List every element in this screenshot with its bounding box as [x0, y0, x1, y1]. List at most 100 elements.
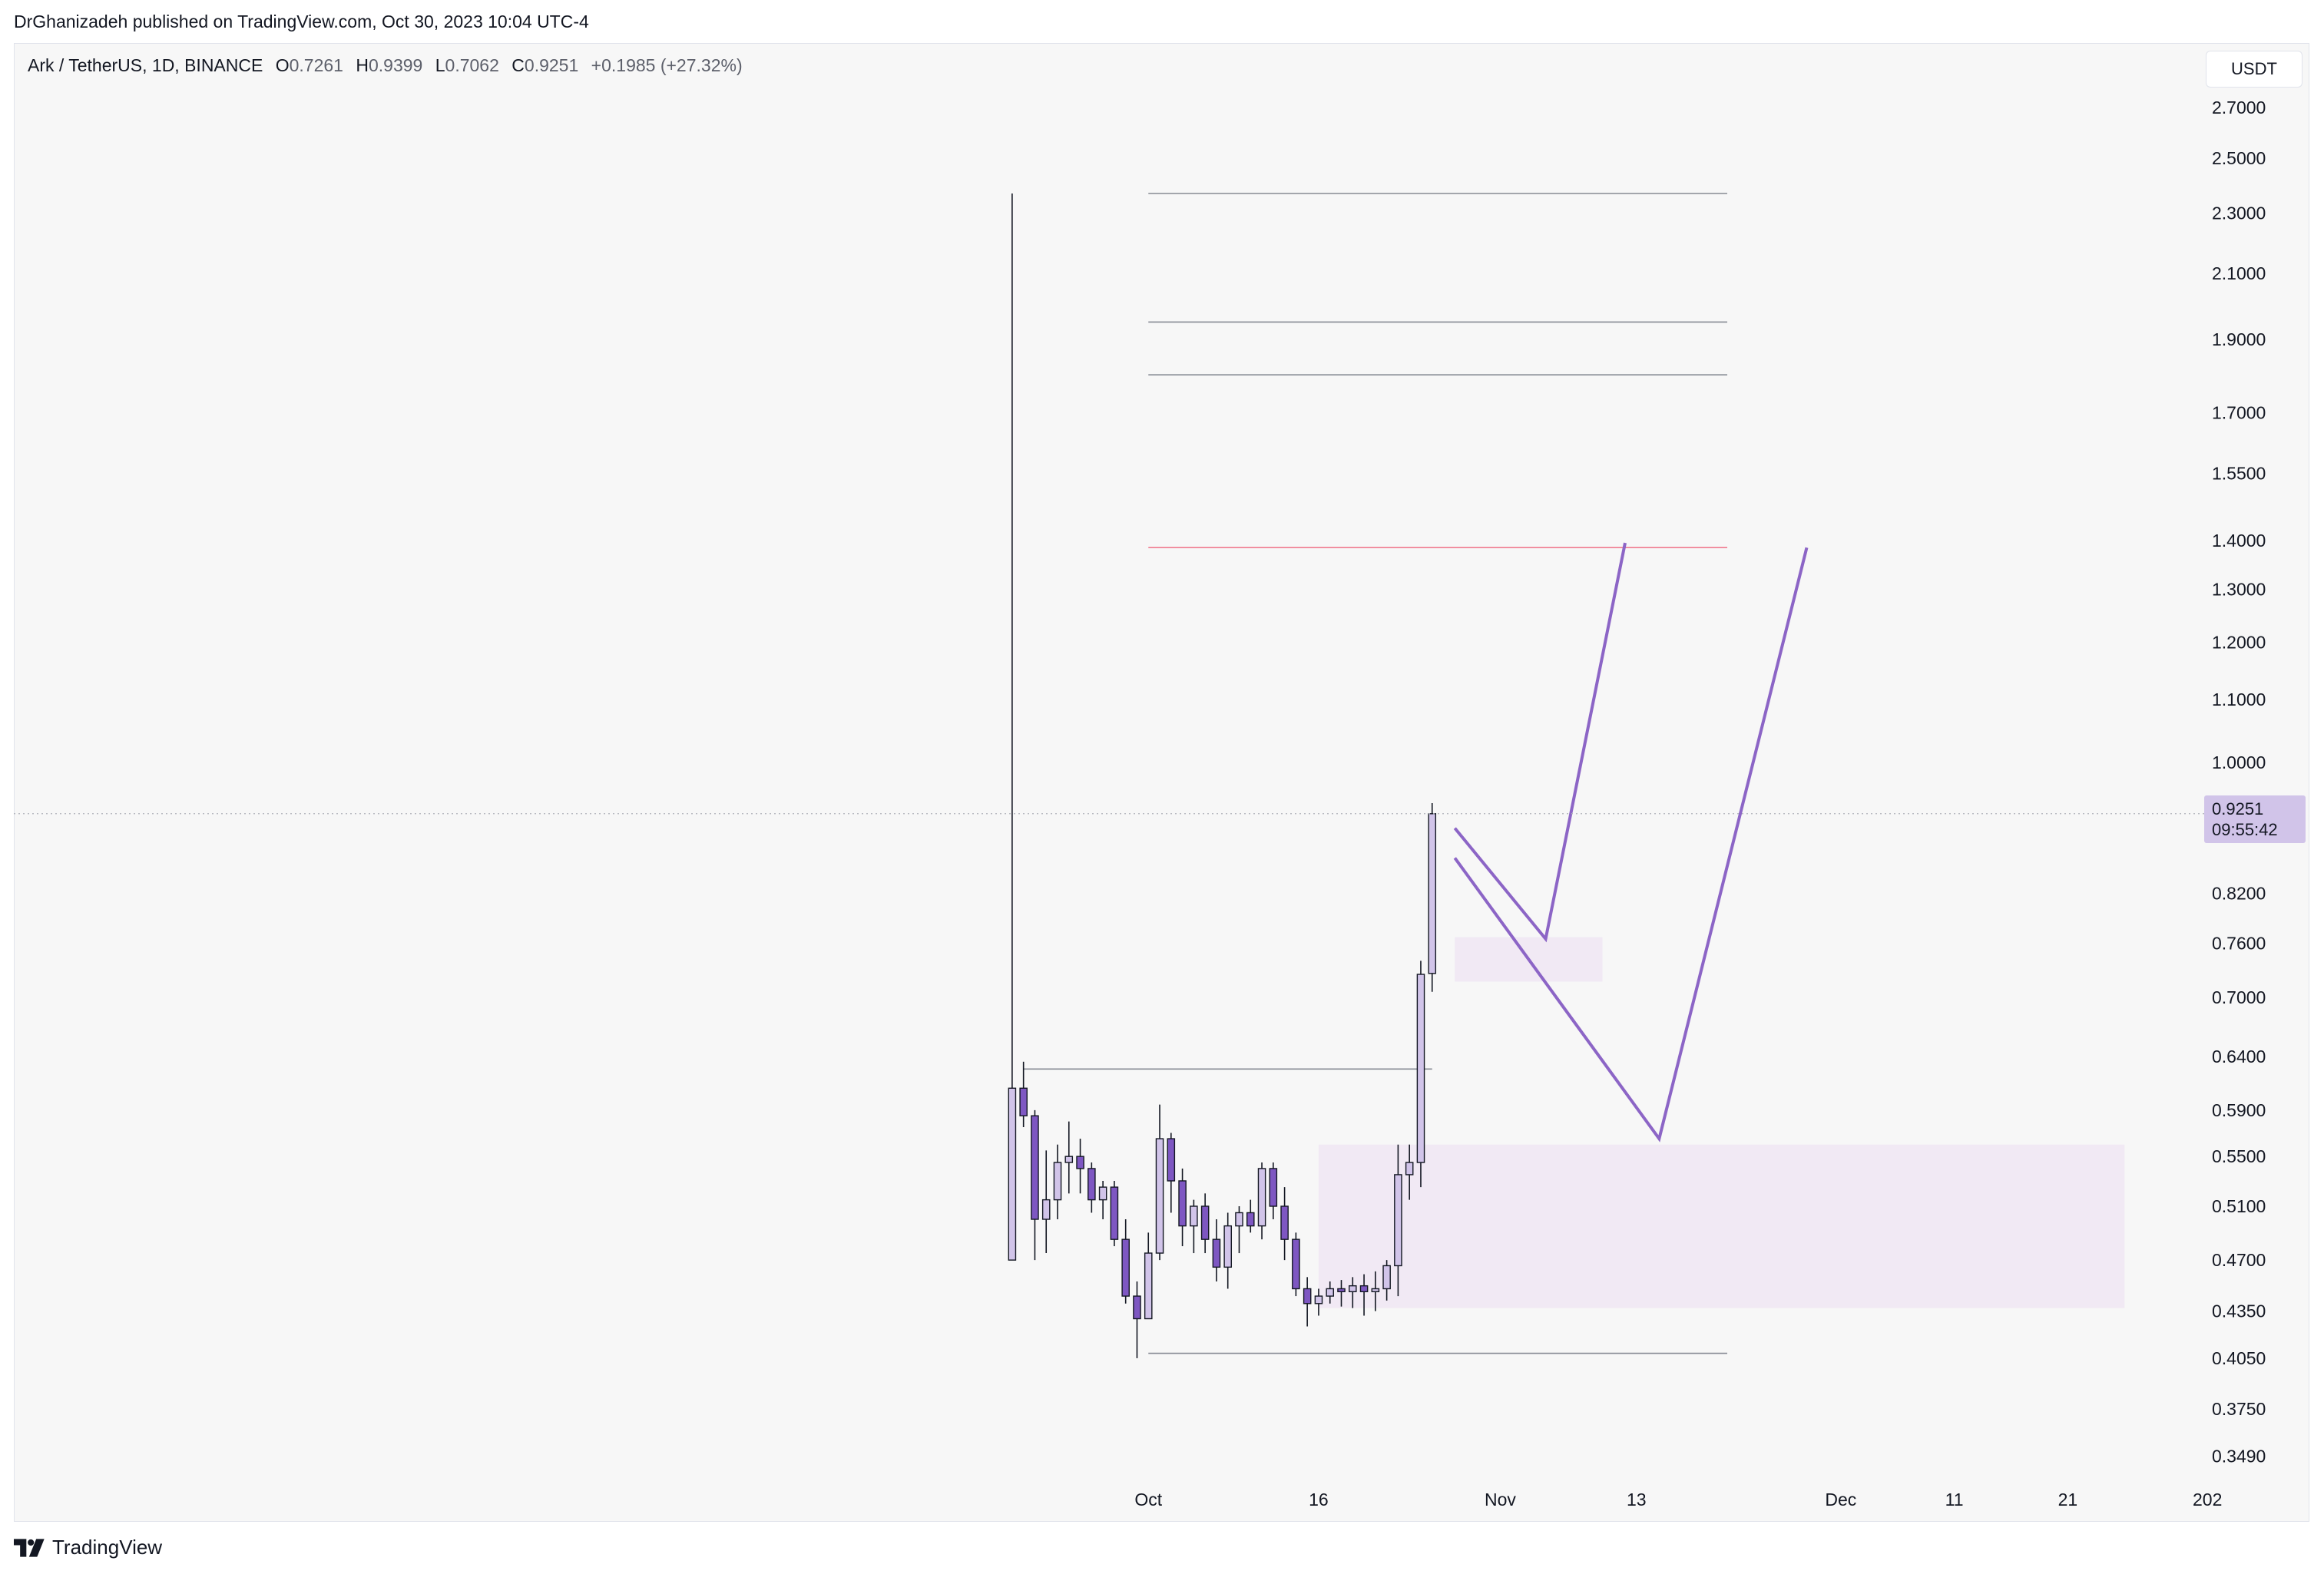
y-tick-label: 0.3490 — [2212, 1447, 2266, 1467]
horizontal-levels — [1023, 193, 1728, 1354]
y-tick-label: 1.7000 — [2212, 402, 2266, 422]
candle-body — [1269, 1168, 1278, 1207]
last-price-value: 0.9251 — [2212, 799, 2264, 818]
y-tick-label: 1.2000 — [2212, 632, 2266, 652]
tradingview-logo[interactable]: TradingView — [14, 1536, 162, 1559]
tradingview-logo-text: TradingView — [52, 1536, 163, 1559]
candle-body — [1098, 1186, 1107, 1201]
open-value: 0.7261 — [289, 55, 343, 75]
candle-body — [1144, 1252, 1153, 1320]
symbol-legend: Ark / TetherUS, 1D, BINANCE O0.7261 H0.9… — [28, 55, 743, 76]
y-tick-label: 1.5500 — [2212, 464, 2266, 484]
candle-35 — [1405, 1144, 1414, 1200]
candles — [1008, 193, 1437, 1358]
candle-6 — [1076, 1139, 1084, 1194]
y-tick-label: 0.6400 — [2212, 1047, 2266, 1066]
candle-18 — [1212, 1219, 1221, 1281]
y-tick-label: 0.4350 — [2212, 1301, 2266, 1321]
candle-body — [1405, 1162, 1414, 1176]
candle-37 — [1428, 803, 1437, 992]
y-tick-label: 0.5500 — [2212, 1146, 2266, 1166]
candle-body — [1348, 1285, 1357, 1292]
x-tick-label: Dec — [1825, 1490, 1856, 1510]
currency-button[interactable]: USDT — [2206, 51, 2302, 88]
candle-body — [1359, 1285, 1369, 1292]
candle-13 — [1155, 1104, 1164, 1261]
y-tick-label: 1.4000 — [2212, 531, 2266, 551]
candle-body — [1382, 1265, 1391, 1290]
candle-body — [1019, 1087, 1028, 1116]
candle-11 — [1133, 1281, 1141, 1358]
candle-body — [1110, 1186, 1119, 1240]
close-value: 0.9251 — [524, 55, 579, 75]
candle-body — [1371, 1288, 1380, 1292]
candle-body — [1212, 1238, 1221, 1268]
low-value: 0.7062 — [445, 55, 499, 75]
price-axis: 2.7000 2.5000 2.3000 2.1000 1.9000 1.7000 1.55… — [2212, 98, 2266, 1467]
x-tick-label: Nov — [1485, 1490, 1516, 1510]
candle-body — [1167, 1138, 1176, 1182]
candle-body — [1155, 1138, 1164, 1254]
y-tick-label: 0.7000 — [2212, 987, 2266, 1007]
y-tick-label: 1.3000 — [2212, 580, 2266, 600]
candle-34 — [1394, 1144, 1402, 1297]
candle-body — [1064, 1156, 1074, 1163]
projection-paths — [1453, 542, 1809, 1142]
candle-9 — [1110, 1180, 1119, 1247]
candle-body — [1223, 1225, 1232, 1268]
candle-body — [1190, 1205, 1198, 1227]
y-tick-label: 0.5100 — [2212, 1196, 2266, 1216]
y-tick-label: 0.8200 — [2212, 883, 2266, 903]
x-tick-label: Oct — [1134, 1490, 1162, 1510]
y-tick-label: 0.3750 — [2212, 1399, 2266, 1419]
close-label: C — [511, 55, 525, 75]
publish-info: DrGhanizadeh published on TradingView.co… — [14, 12, 589, 31]
x-tick-label: 11 — [1945, 1490, 1964, 1510]
candle-33 — [1382, 1260, 1391, 1301]
change-value: +0.1985 (+27.32%) — [591, 55, 743, 75]
x-tick-label: 13 — [1627, 1490, 1647, 1510]
candle-body — [1303, 1288, 1312, 1305]
candle-body — [1041, 1199, 1051, 1220]
candle-body — [1133, 1295, 1141, 1320]
candle-24 — [1280, 1187, 1289, 1261]
candle-10 — [1121, 1219, 1130, 1304]
low-label: L — [435, 55, 445, 75]
candle-22 — [1257, 1162, 1266, 1240]
candle-1 — [1019, 1061, 1028, 1128]
y-tick-label: 1.0000 — [2212, 752, 2266, 772]
x-tick-label: 16 — [1309, 1490, 1329, 1510]
candle-body — [1076, 1156, 1084, 1169]
y-tick-label: 0.5900 — [2212, 1100, 2266, 1120]
candle-14 — [1167, 1133, 1176, 1213]
footer — [0, 1522, 2324, 1574]
candle-0 — [1008, 193, 1017, 1261]
candle-body — [1121, 1238, 1130, 1297]
bar-countdown: 09:55:42 — [2212, 820, 2278, 839]
high-value: 0.9399 — [369, 55, 423, 75]
demand-zones — [1318, 937, 2125, 1308]
open-label: O — [275, 55, 290, 75]
candle-36 — [1416, 961, 1425, 1188]
x-tick-label: 21 — [2058, 1490, 2078, 1510]
candle-body — [1008, 1087, 1017, 1261]
candle-16 — [1190, 1199, 1198, 1254]
time-axis: Oct 16 Nov 13 Dec 11 21 202 — [1134, 1490, 2222, 1510]
candle-32 — [1371, 1271, 1380, 1311]
candle-25 — [1292, 1232, 1300, 1297]
candle-body — [1178, 1180, 1187, 1227]
candle-3 — [1041, 1150, 1051, 1254]
y-tick-label: 2.1000 — [2212, 263, 2266, 283]
candle-4 — [1053, 1144, 1062, 1220]
candle-23 — [1269, 1162, 1278, 1220]
candle-body — [1088, 1168, 1096, 1201]
y-tick-label: 2.7000 — [2212, 98, 2266, 117]
y-tick-label: 0.4050 — [2212, 1348, 2266, 1368]
tradingview-logo-icon — [14, 1538, 45, 1557]
candle-8 — [1098, 1180, 1107, 1220]
y-tick-label: 0.4700 — [2212, 1250, 2266, 1270]
projection-path-1 — [1453, 547, 1809, 1142]
candle-21 — [1246, 1199, 1255, 1233]
high-label: H — [356, 55, 369, 75]
